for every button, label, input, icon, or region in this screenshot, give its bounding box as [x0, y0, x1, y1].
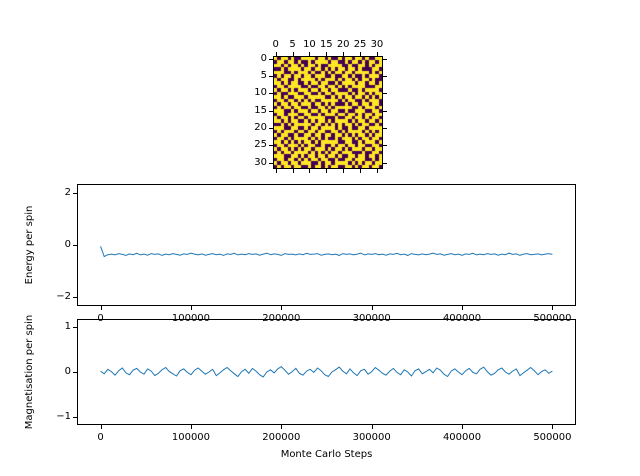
tick-label: 25 [353, 39, 367, 50]
tick-mark [269, 58, 273, 60]
tick-label: 300000 [352, 432, 391, 443]
tick-label: 400000 [442, 313, 482, 324]
tick-label: 5 [260, 70, 267, 82]
tick-label: −2 [56, 291, 71, 303]
tick-mark [73, 416, 77, 418]
tick-mark [383, 110, 387, 112]
tick-mark [376, 52, 378, 56]
tick-mark [100, 425, 102, 429]
tick-mark [383, 76, 387, 78]
magnetisation-axes [77, 319, 576, 425]
tick-label: 0 [64, 366, 71, 377]
tick-label: 400000 [442, 432, 482, 443]
tick-mark [73, 192, 77, 194]
tick-mark [326, 169, 328, 173]
tick-label: 300000 [352, 313, 391, 324]
tick-label: 10 [303, 39, 316, 50]
tick-mark [269, 110, 273, 112]
tick-label: 20 [254, 122, 267, 134]
tick-mark [371, 306, 373, 310]
tick-mark [281, 425, 283, 429]
tick-mark [462, 306, 464, 310]
tick-label: 500000 [533, 432, 572, 443]
tick-label: 30 [370, 39, 384, 50]
tick-label: 100000 [171, 313, 211, 324]
tick-mark [269, 76, 273, 78]
spin-lattice-heatmap [274, 57, 382, 168]
tick-mark [383, 58, 387, 60]
magnetisation-series-plot [100, 365, 553, 378]
energy-series-plot [100, 246, 553, 258]
tick-mark [360, 52, 362, 56]
tick-mark [383, 128, 387, 130]
tick-mark [309, 169, 311, 173]
tick-mark [190, 425, 192, 429]
tick-label: 200000 [262, 432, 301, 443]
tick-mark [309, 52, 311, 56]
tick-mark [343, 169, 345, 173]
tick-mark [281, 306, 283, 310]
tick-mark [275, 52, 277, 56]
magnetisation-line [100, 365, 553, 378]
tick-mark [292, 169, 294, 173]
tick-mark [383, 93, 387, 95]
tick-label: 0 [272, 39, 279, 50]
tick-label: 15 [319, 39, 333, 50]
tick-mark [269, 145, 273, 147]
tick-mark [360, 169, 362, 173]
tick-label: 1 [64, 321, 71, 333]
tick-label: 30 [254, 156, 267, 168]
tick-label: 20 [336, 39, 350, 50]
tick-mark [371, 425, 373, 429]
tick-mark [269, 162, 273, 164]
tick-mark [269, 128, 273, 130]
tick-mark [292, 52, 294, 56]
tick-mark [269, 93, 273, 95]
tick-mark [552, 425, 554, 429]
tick-label: 25 [254, 139, 267, 151]
tick-mark [462, 425, 464, 429]
tick-label: 10 [254, 87, 267, 99]
tick-label: 200000 [262, 313, 301, 324]
energy-line [100, 246, 553, 258]
tick-mark [326, 52, 328, 56]
tick-label: 0 [97, 432, 104, 443]
tick-mark [376, 169, 378, 173]
tick-mark [275, 169, 277, 173]
heatmap-axes [273, 56, 383, 169]
tick-mark [343, 52, 345, 56]
tick-label: 500000 [533, 313, 572, 324]
tick-mark [100, 306, 102, 310]
tick-label: 100000 [171, 432, 211, 443]
energy-axes [77, 184, 576, 306]
tick-mark [383, 145, 387, 147]
tick-label: −1 [56, 410, 71, 422]
tick-mark [73, 372, 77, 373]
x-axis-label: Monte Carlo Steps [280, 449, 373, 460]
tick-mark [73, 297, 77, 299]
tick-label: 0 [260, 52, 267, 64]
tick-label: 0 [64, 239, 71, 250]
tick-label: 2 [64, 186, 71, 198]
tick-label: 5 [289, 39, 296, 50]
tick-label: 0 [97, 313, 104, 324]
tick-mark [73, 327, 77, 329]
tick-mark [552, 306, 554, 310]
tick-mark [190, 306, 192, 310]
tick-label: 15 [254, 104, 267, 116]
tick-mark [73, 245, 77, 246]
tick-mark [383, 162, 387, 164]
